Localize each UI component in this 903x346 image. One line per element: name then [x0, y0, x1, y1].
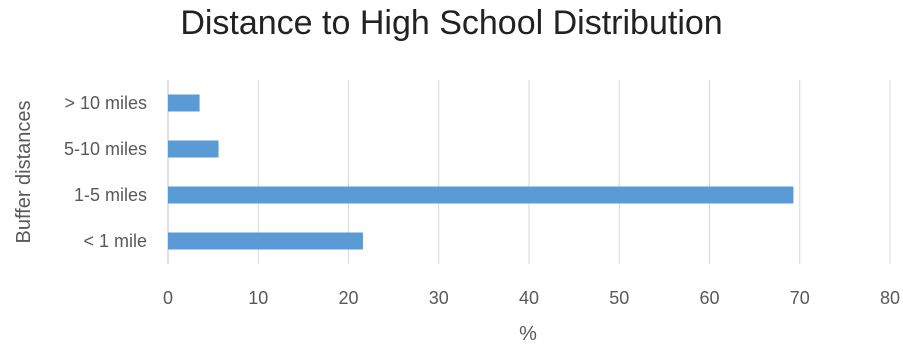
bar — [168, 232, 363, 250]
x-tick-label: 30 — [429, 288, 449, 308]
x-tick-label: 60 — [699, 288, 719, 308]
x-tick-label: 50 — [609, 288, 629, 308]
bars — [168, 94, 794, 250]
x-tick-label: 40 — [519, 288, 539, 308]
x-tick-label: 70 — [790, 288, 810, 308]
chart-title: Distance to High School Distribution — [180, 4, 723, 42]
category-label: > 10 miles — [64, 93, 147, 113]
y-axis-title: Buffer distances — [13, 100, 35, 243]
x-tick-label: 20 — [338, 288, 358, 308]
bar — [168, 140, 219, 158]
x-tick-label: 10 — [248, 288, 268, 308]
bar — [168, 186, 794, 204]
x-tick-label: 0 — [163, 288, 173, 308]
category-label: 1-5 miles — [74, 185, 147, 205]
bar — [168, 94, 200, 112]
x-tick-labels: 0 10 20 30 40 50 60 70 80 — [163, 288, 900, 308]
x-tick-label: 80 — [880, 288, 900, 308]
category-label: < 1 mile — [83, 231, 147, 251]
category-labels: > 10 miles 5-10 miles 1-5 miles < 1 mile — [64, 93, 147, 251]
category-label: 5-10 miles — [64, 139, 147, 159]
x-axis-title: % — [519, 323, 537, 345]
